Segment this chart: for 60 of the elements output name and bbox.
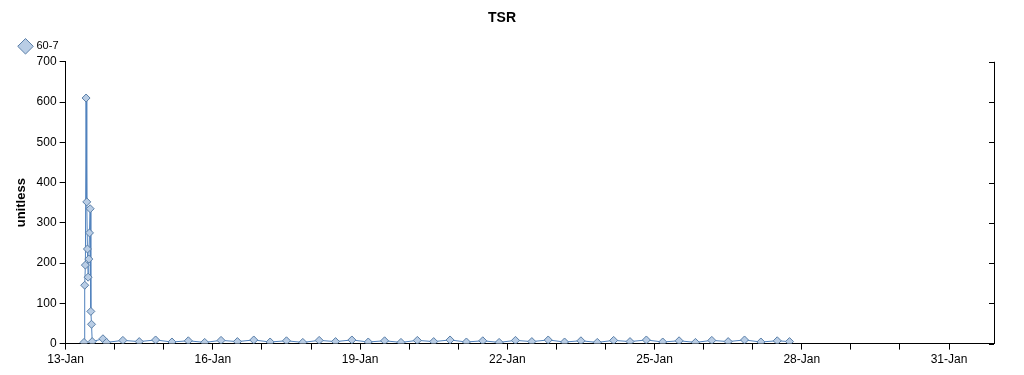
- point: [511, 335, 520, 344]
- point: [592, 337, 602, 344]
- point: [478, 336, 488, 344]
- point: [151, 335, 161, 344]
- point: [609, 335, 619, 344]
- point: [674, 336, 684, 344]
- y-tick-label: 0: [49, 335, 57, 350]
- point: [723, 337, 733, 344]
- y-tick-label: 200: [36, 255, 57, 270]
- point: [102, 337, 112, 344]
- point: [756, 337, 766, 344]
- point: [134, 337, 144, 344]
- point: [461, 337, 471, 344]
- point: [298, 337, 308, 344]
- point: [380, 336, 390, 344]
- x-tick-label: 25-Jan: [636, 352, 673, 367]
- point: [412, 335, 422, 344]
- point: [560, 337, 570, 344]
- y-tick-label: 600: [36, 94, 57, 109]
- point: [772, 336, 782, 344]
- point: [200, 337, 210, 344]
- point: [576, 336, 586, 344]
- point: [445, 335, 455, 344]
- x-tick-label: 16-Jan: [194, 352, 232, 367]
- point: [707, 335, 717, 344]
- y-axis-title: unitless: [13, 178, 29, 228]
- y-tick-label: 100: [36, 295, 57, 310]
- point: [363, 337, 373, 344]
- point: [690, 337, 700, 344]
- x-tick-label: 31-Jan: [930, 352, 968, 367]
- point: [314, 335, 324, 344]
- y-tick-label: 300: [36, 215, 57, 230]
- legend-label: 60-7: [36, 39, 59, 52]
- point: [429, 337, 439, 344]
- point: [216, 335, 226, 344]
- x-tick-label: 22-Jan: [488, 352, 526, 367]
- point: [347, 335, 357, 344]
- point: [183, 336, 193, 344]
- point: [641, 335, 651, 344]
- point: [249, 335, 259, 344]
- point: [167, 337, 177, 344]
- y-tick-label: 700: [36, 54, 57, 69]
- y-tick-label: 400: [36, 174, 57, 189]
- point: [494, 337, 504, 344]
- point: [265, 337, 275, 344]
- point: [658, 337, 668, 344]
- x-tick-label: 28-Jan: [783, 352, 821, 367]
- x-tick-label: 19-Jan: [341, 352, 379, 367]
- chart-title: TSR: [488, 9, 516, 26]
- x-tick-label: 13-Jan: [47, 352, 84, 367]
- point: [281, 336, 291, 344]
- point: [118, 335, 128, 344]
- point: [527, 337, 537, 344]
- point: [396, 337, 406, 344]
- point: [740, 335, 750, 344]
- y-tick-label: 500: [36, 134, 57, 149]
- point: [232, 337, 242, 344]
- point: [625, 337, 635, 344]
- point: [331, 337, 341, 344]
- point: [543, 335, 553, 344]
